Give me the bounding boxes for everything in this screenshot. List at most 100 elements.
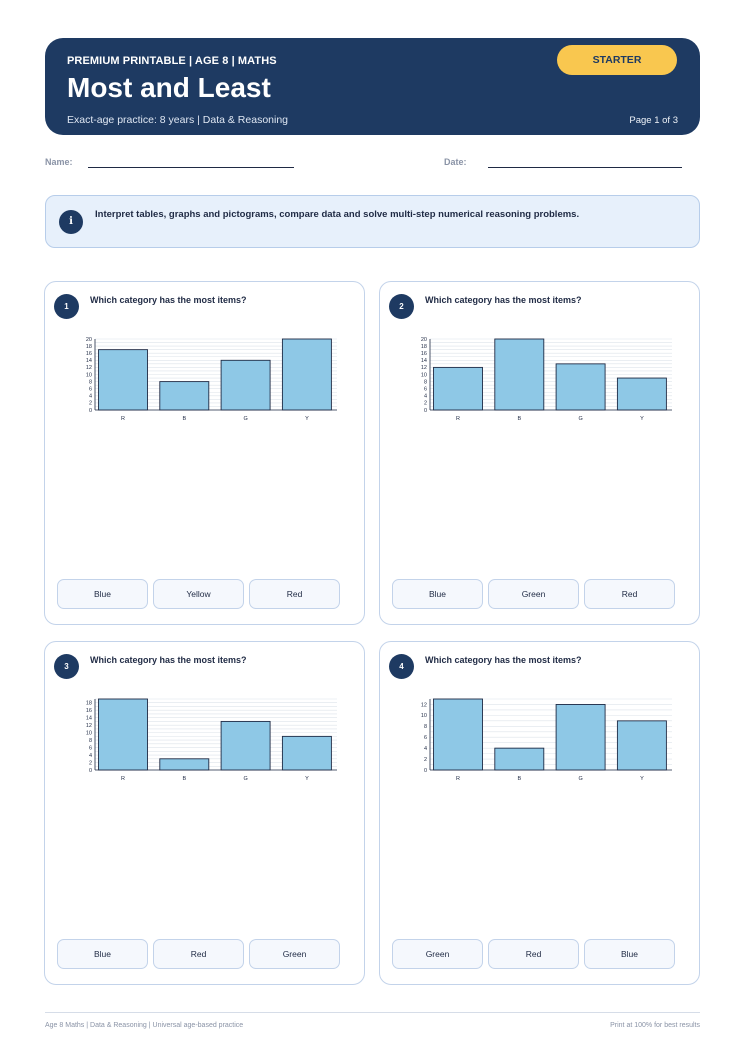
answer-option[interactable]: Red <box>153 939 244 969</box>
y-tick-label: 20 <box>86 337 92 343</box>
y-tick-label: 2 <box>424 401 427 407</box>
level-badge: STARTER <box>557 45 677 75</box>
x-tick-label: G <box>243 416 247 422</box>
question-number: 2 <box>389 294 414 319</box>
bar-B <box>494 747 545 771</box>
bar-R <box>98 349 148 411</box>
answer-option[interactable]: Green <box>392 939 483 969</box>
date-field[interactable] <box>488 167 682 168</box>
y-tick-label: 12 <box>86 365 92 371</box>
y-tick-label: 14 <box>421 358 427 364</box>
y-tick-label: 4 <box>89 753 92 759</box>
answer-option[interactable]: Blue <box>57 579 148 609</box>
y-tick-label: 10 <box>421 372 427 378</box>
question-prompt: Which category has the most items? <box>425 295 582 305</box>
bar-G <box>555 704 606 771</box>
question-number: 3 <box>54 654 79 679</box>
y-tick-label: 18 <box>86 344 92 350</box>
answer-option[interactable]: Red <box>249 579 340 609</box>
x-tick-label: R <box>456 416 460 422</box>
x-tick-label: Y <box>305 416 309 422</box>
y-tick-label: 8 <box>89 379 92 385</box>
y-tick-label: 14 <box>86 358 92 364</box>
answer-option[interactable]: Blue <box>392 579 483 609</box>
y-tick-label: 2 <box>89 401 92 407</box>
y-tick-label: 12 <box>421 702 427 708</box>
y-tick-label: 6 <box>424 735 427 741</box>
worksheet-header: PREMIUM PRINTABLE | AGE 8 | MATHS Most a… <box>45 38 700 135</box>
y-tick-label: 16 <box>86 708 92 714</box>
answer-option[interactable]: Red <box>584 579 675 609</box>
bar-B <box>159 381 210 411</box>
y-tick-label: 4 <box>89 394 92 400</box>
answer-option[interactable]: Green <box>488 579 579 609</box>
answer-option[interactable]: Yellow <box>153 579 244 609</box>
x-tick-label: G <box>243 776 247 782</box>
bar-R <box>433 366 483 411</box>
y-tick-label: 0 <box>424 768 427 774</box>
y-tick-label: 12 <box>421 365 427 371</box>
x-tick-label: Y <box>640 776 644 782</box>
y-tick-label: 16 <box>421 351 427 357</box>
answer-option[interactable]: Blue <box>57 939 148 969</box>
y-tick-label: 12 <box>86 723 92 729</box>
x-tick-label: G <box>578 416 582 422</box>
bar-R <box>98 698 148 771</box>
answer-option[interactable]: Red <box>488 939 579 969</box>
page-title: Most and Least <box>67 72 271 103</box>
y-tick-label: 4 <box>424 746 427 752</box>
y-tick-label: 2 <box>89 760 92 766</box>
question-prompt: Which category has the most items? <box>425 655 582 665</box>
name-field[interactable] <box>88 167 294 168</box>
y-tick-label: 8 <box>424 379 427 385</box>
date-label: Date: <box>444 157 467 167</box>
x-tick-label: B <box>182 416 186 422</box>
y-tick-label: 10 <box>421 713 427 719</box>
header-subtitle: Exact-age practice: 8 years | Data & Rea… <box>67 114 289 126</box>
header-eyebrow: PREMIUM PRINTABLE | AGE 8 | MATHS <box>67 55 277 67</box>
name-label: Name: <box>45 157 73 167</box>
y-tick-label: 6 <box>89 387 92 393</box>
y-tick-label: 16 <box>86 351 92 357</box>
question-card: 4 Which category has the most items? 0 2 4… <box>379 641 700 985</box>
x-tick-label: R <box>121 416 125 422</box>
y-tick-label: 2 <box>424 757 427 763</box>
y-tick-label: 6 <box>89 745 92 751</box>
y-tick-label: 18 <box>421 344 427 350</box>
y-tick-label: 6 <box>424 387 427 393</box>
x-tick-label: B <box>182 776 186 782</box>
page-indicator: Page 1 of 3 <box>629 115 678 126</box>
bar-G <box>220 359 271 411</box>
y-tick-label: 8 <box>424 724 427 730</box>
answer-option[interactable]: Blue <box>584 939 675 969</box>
footer-left: Age 8 Maths | Data & Reasoning | Univers… <box>45 1022 244 1029</box>
bar-B <box>159 758 210 771</box>
x-tick-label: Y <box>305 776 309 782</box>
x-tick-label: B <box>517 776 521 782</box>
chart-plot: 0 2 4 6 8 10 12 R B G Y <box>421 698 672 782</box>
y-tick-label: 8 <box>89 738 92 744</box>
y-tick-label: 20 <box>421 337 427 343</box>
x-tick-label: R <box>121 776 125 782</box>
bar-B <box>494 338 545 411</box>
x-tick-label: R <box>456 776 460 782</box>
info-icon: i <box>59 210 83 234</box>
x-tick-label: Y <box>640 416 644 422</box>
question-number: 1 <box>54 294 79 319</box>
info-text: Interpret tables, graphs and pictograms,… <box>95 209 580 220</box>
question-number: 4 <box>389 654 414 679</box>
bar-R <box>433 698 483 771</box>
y-tick-label: 0 <box>424 408 427 414</box>
question-prompt: Which category has the most items? <box>90 295 247 305</box>
footer-divider <box>45 1012 700 1013</box>
answer-option[interactable]: Green <box>249 939 340 969</box>
question-prompt: Which category has the most items? <box>90 655 247 665</box>
